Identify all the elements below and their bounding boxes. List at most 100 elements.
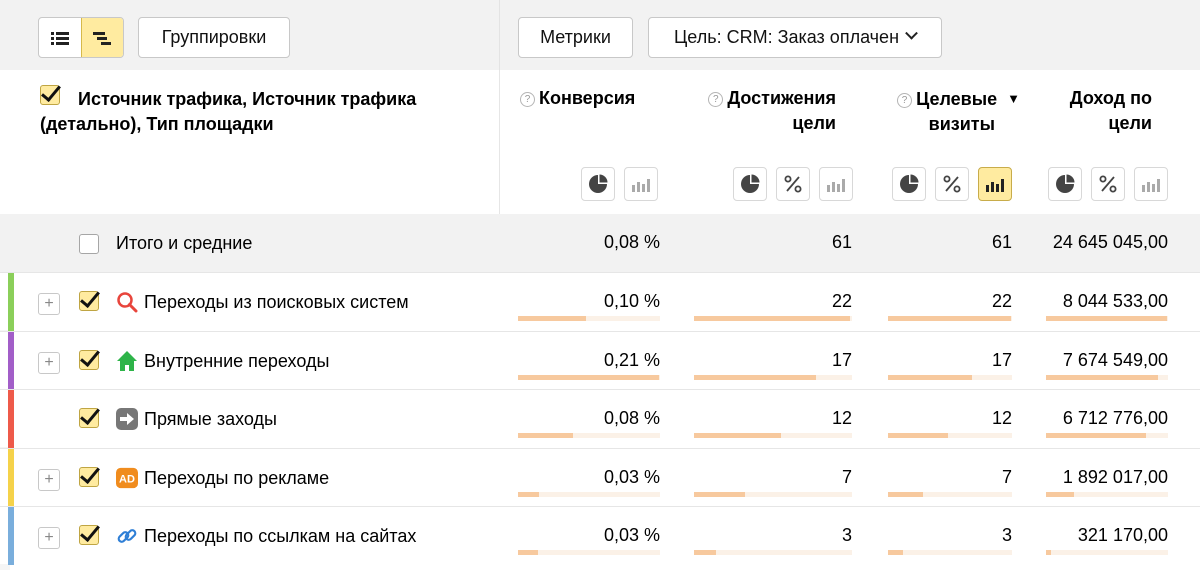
bar-track [888,433,1012,438]
cell-revenue: 1 892 017,00 [1062,466,1168,487]
help-icon[interactable]: ? [520,92,535,107]
goal-select-value: Цель: CRM: Заказ оплачен [673,27,900,47]
cell-conversion: 0,21 % [603,349,660,370]
bar-track [518,433,660,438]
table-row[interactable]: + Переходы из поисковых систем 0,10 % 22 22 8… [0,272,1200,331]
cell-conversion: 0,03 % [603,466,660,487]
percent-icon [1099,175,1117,193]
percent-view-button[interactable] [776,167,810,201]
bar-fill [1046,316,1167,321]
row-checkbox[interactable] [79,291,99,311]
dimension-header[interactable]: Источник трафика, Источник трафика (дета… [40,89,417,134]
percent-icon [943,175,961,193]
bar-track [888,491,1012,497]
bar-track [888,550,1012,555]
row-color-stripe [8,390,14,448]
bar-track [694,316,852,321]
bar-fill [694,316,850,321]
bar-fill [518,550,538,555]
table-row[interactable]: + Переходы по ссылкам на сайтах 0,03 % 3 3 32… [0,506,1200,565]
bar-view-button[interactable] [819,167,853,201]
pie-view-button[interactable] [733,167,767,201]
list-view-button[interactable] [39,18,81,57]
row-label[interactable]: Прямые заходы [144,409,277,429]
bar-view-button[interactable] [624,167,658,201]
bar-track [1046,433,1168,438]
totals-goal-reaches: 61 [831,232,852,252]
percent-view-button[interactable] [935,167,969,201]
bar-view-button[interactable] [1134,167,1168,201]
percent-icon [784,175,802,193]
select-all-checkbox[interactable] [40,85,60,105]
expand-icon[interactable]: + [38,468,60,491]
sort-desc-icon[interactable]: ▼ [1007,91,1020,106]
bar-track [518,550,660,555]
search-icon [116,291,138,313]
table-row[interactable]: + Внутренние переходы 0,21 % 17 17 7 674 549,… [0,330,1200,390]
table-row[interactable]: + AD Переходы по рекламе 0,03 % 7 7 1 892 017,… [0,447,1200,507]
totals-conversion: 0,08 % [603,232,660,252]
cell-goal-reaches: 3 [841,525,852,545]
row-checkbox[interactable] [79,408,99,428]
expand-icon[interactable]: + [38,293,60,315]
bar-view-button[interactable] [978,167,1012,201]
header-conversion[interactable]: ? Конверсия [520,86,650,111]
bar-track [1046,374,1168,380]
bar-fill [694,491,745,497]
cell-target-visits: 17 [991,349,1012,370]
header-target-visits[interactable]: ? Целевые ▼ визиты [880,86,1020,137]
table-row[interactable]: Прямые заходы 0,08 % 12 12 6 712 776,00 [0,389,1200,448]
cell-revenue: 6 712 776,00 [1062,408,1168,428]
row-label[interactable]: Переходы по ссылкам на сайтах [144,526,417,546]
cell-goal-reaches: 7 [841,466,852,487]
header-goal-reaches[interactable]: ? Достижения цели [690,86,836,136]
ad-icon: AD [116,467,138,489]
bar-fill [1046,433,1146,438]
row-color-stripe [8,507,14,565]
pie-chart-icon [741,174,760,193]
cell-target-visits: 22 [991,291,1012,311]
totals-checkbox[interactable] [79,234,99,254]
cell-goal-reaches: 12 [831,408,852,428]
help-icon[interactable]: ? [708,92,724,107]
bar-track [1046,491,1168,497]
metrics-button[interactable]: Метрики [518,17,633,58]
bar-chart-icon [632,179,650,192]
goal-select[interactable]: Цель: CRM: Заказ оплачен [648,17,942,58]
expand-icon[interactable]: + [38,351,60,374]
toolbar-divider [499,0,500,70]
groupings-button[interactable]: Группировки [138,17,290,58]
pie-view-button[interactable] [892,167,926,201]
bar-fill [1046,374,1158,380]
percent-view-button[interactable] [1091,167,1125,201]
help-icon[interactable]: ? [897,93,913,108]
bar-chart-icon [827,179,845,192]
bar-fill [888,433,948,438]
totals-revenue: 24 645 045,00 [1052,232,1168,252]
bar-track [694,374,852,380]
cell-target-visits: 12 [991,408,1012,428]
bar-fill [518,433,573,438]
bar-fill [518,374,659,380]
pie-chart-icon [1056,174,1075,193]
bar-fill [518,491,539,497]
bar-track [518,316,660,321]
row-label[interactable]: Переходы по рекламе [144,467,330,488]
bar-fill [694,550,716,555]
pie-chart-icon [589,174,608,193]
expand-icon[interactable]: + [38,527,60,549]
row-label[interactable]: Внутренние переходы [144,350,330,371]
pie-view-button[interactable] [1048,167,1082,201]
cell-target-visits: 7 [1001,466,1012,487]
row-checkbox[interactable] [79,525,99,545]
row-checkbox[interactable] [79,349,99,370]
tree-view-button[interactable] [80,18,123,57]
cell-target-visits: 3 [1001,525,1012,545]
bar-fill [1046,550,1051,555]
pie-view-button[interactable] [581,167,615,201]
row-checkbox[interactable] [79,466,99,487]
tree-icon [93,31,112,45]
row-label[interactable]: Переходы из поисковых систем [144,292,409,312]
bar-fill [694,433,781,438]
header-revenue[interactable]: Доход по цели [1069,88,1152,133]
